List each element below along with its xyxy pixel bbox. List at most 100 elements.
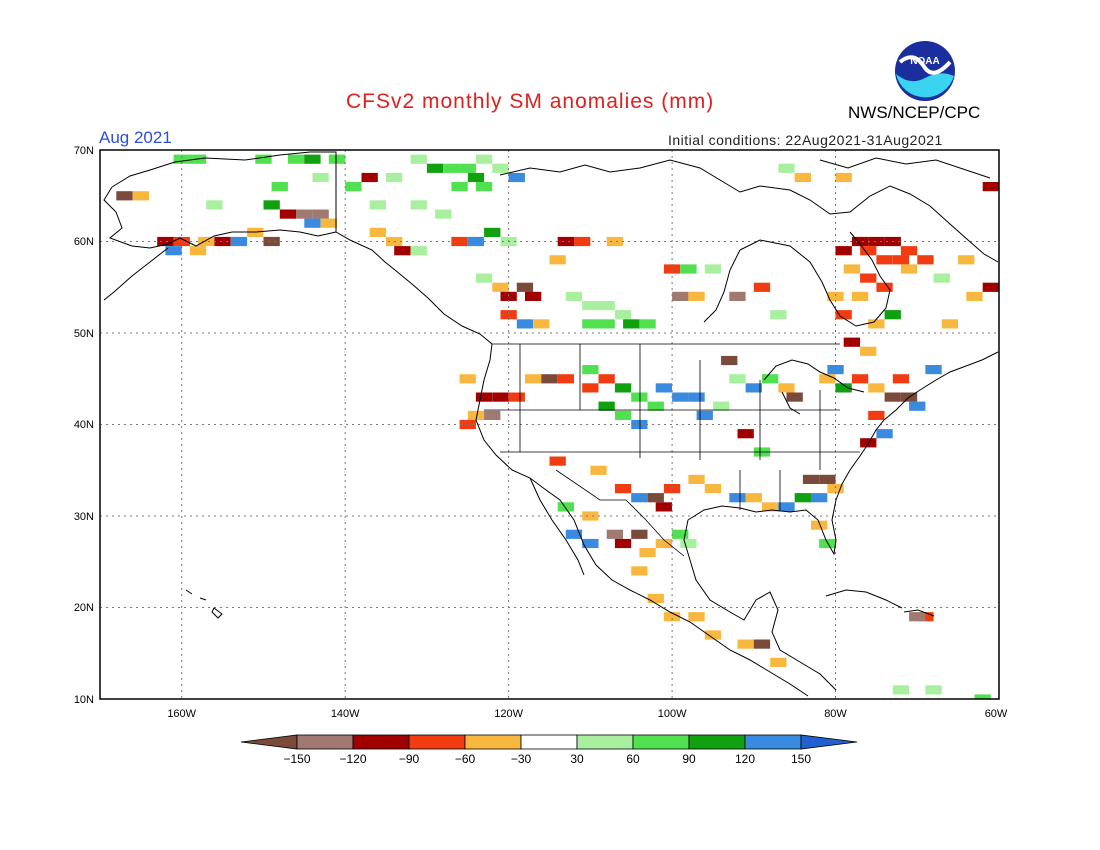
anomaly-cell bbox=[819, 538, 836, 549]
anomaly-cell bbox=[851, 291, 869, 301]
anomaly-cell bbox=[696, 410, 713, 420]
anomaly-cell bbox=[819, 474, 836, 484]
anomaly-cell bbox=[475, 154, 493, 164]
anomaly-cell bbox=[614, 383, 632, 393]
anomaly-cell bbox=[778, 502, 795, 512]
anomaly-cell bbox=[475, 273, 493, 283]
anomaly-cell bbox=[925, 685, 942, 695]
chart-title: CFSv2 monthly SM anomalies (mm) bbox=[346, 90, 715, 113]
anomaly-cell bbox=[361, 172, 378, 183]
anomaly-cell bbox=[884, 392, 901, 402]
anomaly-cell bbox=[729, 291, 746, 301]
anomaly-cell bbox=[811, 493, 828, 503]
anomaly-cell bbox=[835, 383, 852, 393]
anomaly-cell bbox=[647, 493, 664, 503]
anomaly-cell bbox=[582, 365, 599, 375]
anomaly-cell bbox=[271, 182, 288, 192]
anomaly-cell bbox=[647, 593, 664, 603]
anomaly-cell bbox=[868, 236, 885, 247]
anomaly-cell bbox=[933, 273, 950, 283]
legend-swatch bbox=[632, 734, 690, 750]
anomaly-cell bbox=[516, 319, 534, 329]
anomaly-cell bbox=[198, 236, 215, 247]
anomaly-cell bbox=[508, 172, 525, 183]
anomaly-cell bbox=[369, 200, 386, 210]
legend-label: −30 bbox=[511, 752, 532, 766]
anomaly-cell bbox=[958, 255, 975, 265]
anomaly-cell bbox=[892, 685, 910, 695]
initial-conditions-label: Initial conditions: 22Aug2021-31Aug2021 bbox=[668, 132, 943, 148]
anomaly-cell bbox=[516, 282, 534, 292]
anomaly-cell bbox=[263, 236, 280, 247]
anomaly-cell bbox=[304, 154, 321, 164]
anomaly-cell bbox=[557, 374, 574, 384]
anomaly-cell bbox=[868, 383, 885, 393]
lon-label: 60W bbox=[985, 708, 1008, 720]
anomaly-cell bbox=[279, 209, 297, 219]
legend-swatch bbox=[688, 734, 746, 750]
latitude-labels: 70N 60N 50N 40N 30N 20N 10N bbox=[74, 145, 94, 706]
anomaly-cell bbox=[459, 374, 476, 384]
anomaly-cell bbox=[672, 392, 689, 402]
anomaly-cell bbox=[835, 172, 852, 183]
anomaly-cell bbox=[672, 529, 689, 539]
lon-label: 80W bbox=[824, 708, 847, 720]
legend-label: −150 bbox=[283, 752, 310, 766]
anomaly-cell bbox=[304, 218, 321, 228]
anomaly-cell bbox=[917, 255, 934, 265]
legend-label: −60 bbox=[455, 752, 476, 766]
anomaly-cell bbox=[892, 255, 910, 265]
anomaly-cell bbox=[492, 282, 509, 292]
anomaly-cell bbox=[288, 154, 305, 164]
anomaly-cell bbox=[590, 465, 607, 475]
anomaly-cell bbox=[843, 264, 860, 274]
anomaly-cell bbox=[672, 291, 689, 301]
anomaly-cell bbox=[296, 209, 313, 219]
anomaly-cell bbox=[868, 410, 885, 420]
anomaly-cell bbox=[729, 493, 746, 503]
anomaly-cell bbox=[655, 502, 672, 512]
anomaly-cell bbox=[680, 538, 697, 549]
anomaly-cell bbox=[770, 657, 787, 667]
anomaly-cell bbox=[745, 493, 762, 503]
anomaly-cell bbox=[794, 172, 811, 183]
anomaly-cell bbox=[770, 310, 787, 320]
anomaly-cell bbox=[255, 154, 272, 164]
anomaly-cell bbox=[132, 191, 149, 201]
anomaly-cell bbox=[328, 154, 346, 164]
anomaly-cell bbox=[631, 566, 648, 576]
anomaly-cell bbox=[263, 200, 280, 210]
anomaly-cell bbox=[623, 319, 640, 329]
anomaly-cell bbox=[410, 154, 427, 164]
anomaly-cell bbox=[157, 236, 174, 247]
anomaly-cell bbox=[860, 273, 877, 283]
lon-label: 140W bbox=[331, 708, 360, 720]
anomaly-cell bbox=[549, 456, 566, 466]
anomaly-cell bbox=[614, 410, 632, 420]
legend-swatch bbox=[520, 734, 578, 750]
anomaly-cell bbox=[663, 612, 681, 622]
anomaly-cell bbox=[475, 392, 493, 402]
anomaly-cell bbox=[802, 474, 820, 484]
anomaly-cell bbox=[851, 236, 869, 247]
gridlines bbox=[100, 150, 999, 699]
anomaly-cell bbox=[582, 301, 599, 311]
anomaly-cell bbox=[753, 639, 771, 649]
anomaly-cell bbox=[598, 374, 615, 384]
anomaly-cell bbox=[884, 310, 901, 320]
anomaly-cell bbox=[876, 282, 893, 292]
anomaly-cell bbox=[492, 392, 509, 402]
anomaly-cell bbox=[868, 319, 885, 329]
anomaly-cell bbox=[582, 383, 599, 393]
anomaly-cell bbox=[557, 236, 574, 247]
anomaly-cell bbox=[680, 264, 697, 274]
lat-label: 50N bbox=[74, 328, 94, 340]
noaa-logo-icon: NOAA bbox=[895, 41, 955, 101]
anomaly-cell bbox=[574, 236, 591, 247]
anomaly-cell bbox=[631, 419, 648, 430]
political-borders bbox=[484, 343, 860, 557]
anomaly-cell bbox=[467, 236, 485, 247]
anomaly-cell bbox=[557, 502, 574, 512]
anomaly-cell bbox=[435, 209, 452, 219]
